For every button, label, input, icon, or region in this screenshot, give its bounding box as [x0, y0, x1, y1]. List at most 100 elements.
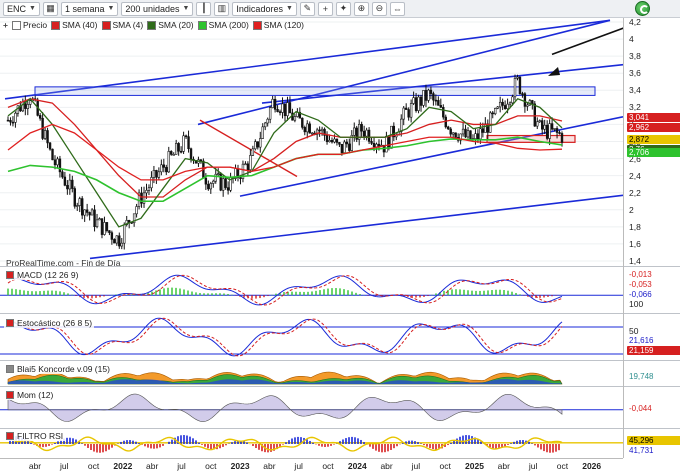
- candle-body: [278, 111, 282, 113]
- symbol-select[interactable]: ENC ▼: [3, 1, 40, 16]
- panel-separator[interactable]: [0, 428, 680, 429]
- panel-separator[interactable]: [0, 386, 680, 387]
- candle-body: [214, 173, 217, 182]
- candle-body: [283, 103, 287, 117]
- candle-body: [61, 171, 64, 178]
- candle-body: [541, 120, 544, 130]
- candle-body: [66, 184, 69, 190]
- x-axis[interactable]: abr jul oct 2022 abr jul oct 2023 abr jul oct 2024 a…: [0, 458, 623, 471]
- candle-body: [301, 117, 304, 128]
- legend-label: SMA (200): [208, 20, 249, 30]
- mom-label[interactable]: Mom (12): [4, 390, 56, 400]
- panel-separator[interactable]: [0, 360, 680, 361]
- panel-separator[interactable]: [0, 313, 680, 314]
- panel-separator[interactable]: [0, 266, 680, 267]
- candle-body: [132, 213, 136, 224]
- crosshair-icon[interactable]: +: [317, 1, 333, 16]
- legend-item[interactable]: SMA (4): [101, 20, 143, 30]
- candle-body: [281, 103, 284, 113]
- candle-body: [293, 116, 297, 121]
- trendline: [197, 19, 611, 126]
- candle-body: [261, 126, 264, 139]
- grid-icon[interactable]: ▦: [42, 1, 58, 16]
- candle-body: [217, 173, 220, 175]
- candle-body: [550, 123, 554, 130]
- arrow-head: [548, 67, 560, 76]
- candle-body: [76, 205, 79, 207]
- timeframe-select[interactable]: 1 semana ▼: [60, 1, 119, 16]
- candle-body: [315, 129, 319, 135]
- x-tick-label: abr: [263, 461, 276, 471]
- sma-line: [7, 98, 563, 198]
- x-tick-label: abr: [28, 461, 42, 471]
- candle-body: [48, 142, 52, 150]
- candle-body: [157, 171, 161, 178]
- y-tick-label: 3,6: [629, 68, 641, 79]
- y-tick-label: 2,6: [629, 153, 641, 164]
- watermark: ProRealTime.com - Fin de Día: [6, 258, 121, 268]
- indicators-button[interactable]: Indicadores ▼: [232, 1, 297, 16]
- fit-icon[interactable]: ⇔: [389, 1, 405, 16]
- legend-item[interactable]: SMA (40): [51, 20, 98, 30]
- draw-icon[interactable]: ✎: [299, 1, 315, 16]
- candle-body: [271, 98, 274, 108]
- candle-body: [491, 112, 494, 115]
- candle-body: [26, 104, 29, 109]
- rsi-value: 41,731: [627, 446, 680, 455]
- add-icon[interactable]: +: [3, 20, 8, 30]
- macd-line: [7, 274, 563, 306]
- candle-body: [417, 96, 420, 111]
- wand-icon[interactable]: ✦: [335, 1, 351, 16]
- candles-icon[interactable]: ┃: [196, 1, 212, 16]
- mom-area: [7, 393, 563, 422]
- candle-body: [335, 138, 339, 143]
- swatch: [101, 20, 111, 30]
- candle-body: [330, 139, 334, 143]
- candle-body: [350, 135, 353, 151]
- rsi-label[interactable]: FILTRO RSI: [4, 431, 66, 441]
- candle-body: [71, 179, 74, 189]
- macd-label[interactable]: MACD (12 26 9): [4, 270, 81, 280]
- legend-item[interactable]: SMA (200): [197, 20, 249, 30]
- candle-body: [424, 90, 428, 101]
- candle-body: [56, 158, 59, 166]
- candle-body: [256, 141, 259, 148]
- candle-body: [147, 187, 151, 191]
- candle-body: [264, 122, 267, 128]
- candle-body: [387, 135, 391, 149]
- candle-body: [459, 133, 462, 141]
- legend-label: SMA (40): [62, 20, 98, 30]
- y-tick-label: 1,8: [629, 221, 641, 232]
- koncorde-label[interactable]: Blai5 Koncorde v.09 (15): [4, 364, 112, 374]
- y-tick-label: 4,2: [629, 17, 641, 27]
- candle-body: [209, 183, 213, 190]
- zoom-out-icon[interactable]: ⊖: [371, 1, 387, 16]
- candle-body: [259, 138, 262, 148]
- units-select[interactable]: 200 unidades ▼: [121, 1, 194, 16]
- indicator-panels: [0, 274, 623, 453]
- zoom-in-icon[interactable]: ⊕: [353, 1, 369, 16]
- candle-body: [177, 143, 180, 152]
- refresh-logo-icon[interactable]: [635, 1, 650, 16]
- stoch-label[interactable]: Estocástico (26 8 5): [4, 318, 95, 328]
- x-tick-label: oct: [205, 461, 217, 471]
- legend-item[interactable]: SMA (20): [147, 20, 194, 30]
- candle-body: [51, 148, 54, 161]
- swatch: [197, 20, 207, 30]
- stoch-d: [7, 317, 563, 357]
- chart-type-icon[interactable]: ▥: [214, 1, 230, 16]
- candle-body: [224, 178, 227, 188]
- candle-body: [390, 125, 393, 149]
- candle-body: [323, 128, 326, 136]
- candle-body: [414, 97, 418, 111]
- x-tick-label: oct: [556, 461, 569, 471]
- legend-item[interactable]: Precio: [11, 20, 47, 30]
- legend-item[interactable]: SMA (120): [252, 20, 304, 30]
- y-axis[interactable]: 4,243,83,63,43,232,82,62,42,221,81,61,4 …: [623, 17, 680, 458]
- macd-value: -0,013: [627, 270, 680, 279]
- price-chart[interactable]: [0, 18, 623, 458]
- candle-body: [266, 118, 269, 124]
- candle-body: [357, 124, 361, 140]
- trendline-red: [199, 119, 298, 178]
- candle-body: [370, 141, 373, 144]
